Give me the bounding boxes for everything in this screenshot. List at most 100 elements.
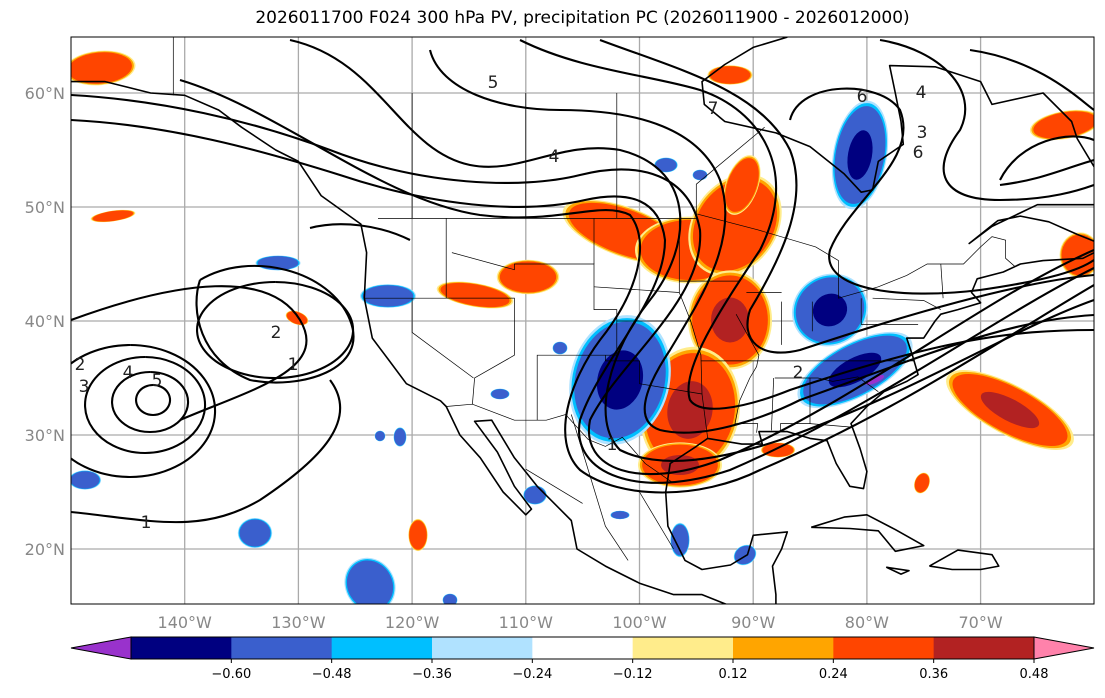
colorbar-extend-max bbox=[1033, 636, 1095, 660]
colorbar-tick-label: −0.60 bbox=[211, 667, 251, 682]
positive-precip-anomaly bbox=[688, 173, 782, 277]
colorbar-segment bbox=[331, 637, 433, 659]
lat-tick-label: 60°N bbox=[25, 84, 65, 103]
political-border bbox=[860, 298, 919, 325]
political-border bbox=[378, 213, 1015, 299]
colorbar-segment bbox=[432, 637, 533, 659]
pv-contour-line bbox=[71, 93, 1094, 476]
pv-contour-line bbox=[84, 355, 207, 454]
contour-label: 4 bbox=[916, 83, 927, 103]
pv-contour-line bbox=[71, 118, 1094, 484]
contour-label: 4 bbox=[549, 147, 560, 167]
political-border bbox=[639, 491, 674, 550]
negative-precip-anomaly bbox=[733, 544, 757, 566]
negative-precip-anomaly bbox=[490, 388, 510, 400]
political-border bbox=[525, 468, 583, 504]
axis-labels: 140°W 130°W 120°W 110°W 100°W 90°W 80°W 70°W 60°… bbox=[25, 84, 1003, 632]
positive-precip-anomaly bbox=[408, 518, 428, 552]
political-border bbox=[695, 126, 765, 219]
contour-label: 2 bbox=[793, 363, 804, 383]
contour-label: 1 bbox=[288, 355, 299, 375]
positive-precip-anomaly bbox=[90, 209, 136, 223]
positive-precip-anomaly bbox=[687, 270, 773, 370]
colorbar-segment bbox=[933, 637, 1035, 659]
positive-precip-anomaly bbox=[285, 310, 309, 326]
pv-contour-line bbox=[289, 38, 1094, 462]
political-border bbox=[872, 297, 941, 310]
precipitation-shading bbox=[71, 50, 1094, 604]
colorbar-tick-label: 0.12 bbox=[719, 667, 748, 682]
pv-contour-line bbox=[969, 48, 1094, 111]
gridlines bbox=[71, 37, 1094, 604]
coastline bbox=[885, 566, 910, 575]
coastline bbox=[810, 514, 925, 553]
negative-precip-anomaly bbox=[654, 157, 678, 173]
political-border bbox=[446, 403, 672, 482]
political-border bbox=[734, 314, 760, 433]
negative-precip-anomaly bbox=[442, 593, 458, 604]
negative-precip-anomaly bbox=[71, 470, 102, 490]
positive-precip-anomaly bbox=[436, 281, 514, 309]
pv-contour-line bbox=[71, 379, 342, 524]
colorbar-tick-label: −0.48 bbox=[312, 667, 352, 682]
colorbar-frame bbox=[130, 636, 1035, 660]
chart-title: 2026011700 F024 300 hPa PV, precipitatio… bbox=[255, 8, 910, 28]
colorbar-segment bbox=[632, 637, 734, 659]
coastline bbox=[968, 203, 1094, 245]
colorbar-segment bbox=[733, 637, 834, 659]
pv-contour-line bbox=[788, 87, 1094, 295]
contour-label: 5 bbox=[152, 371, 163, 391]
negative-precip-anomaly bbox=[393, 427, 407, 447]
contour-label: 5 bbox=[488, 73, 499, 93]
colorbar-tick-label: −0.24 bbox=[512, 667, 552, 682]
pv-contour-line bbox=[179, 78, 1094, 494]
negative-precip-anomaly bbox=[344, 557, 396, 604]
political-border bbox=[809, 423, 850, 428]
negative-precip-anomaly bbox=[831, 100, 889, 210]
lon-tick-label: 120°W bbox=[385, 613, 440, 632]
colorbar-tick-label: 0.24 bbox=[819, 667, 848, 682]
colorbar: −0.60 −0.48 −0.36 −0.24 −0.12 0.12 0.24 0.36 0.4… bbox=[70, 636, 1095, 682]
contour-label: 7 bbox=[708, 99, 719, 119]
positive-precip-anomaly bbox=[496, 259, 560, 295]
political-border bbox=[451, 252, 618, 421]
lon-tick-label: 70°W bbox=[959, 613, 1003, 632]
negative-precip-anomaly bbox=[374, 430, 386, 442]
political-border bbox=[774, 376, 879, 392]
political-border bbox=[445, 218, 515, 405]
lat-tick-label: 30°N bbox=[25, 426, 65, 445]
lon-tick-label: 100°W bbox=[612, 613, 667, 632]
political-border bbox=[593, 286, 680, 293]
coastline bbox=[664, 251, 1094, 604]
negative-precip-anomaly bbox=[670, 522, 690, 558]
lon-tick-label: 110°W bbox=[499, 613, 554, 632]
pv-contour-line bbox=[111, 370, 190, 433]
lat-tick-label: 50°N bbox=[25, 198, 65, 217]
pv-contour-line bbox=[999, 135, 1094, 181]
positive-precip-anomaly bbox=[723, 155, 761, 215]
positive-precip-anomaly bbox=[760, 442, 796, 458]
pv-contour-line bbox=[195, 265, 355, 384]
lat-tick-label: 40°N bbox=[25, 312, 65, 331]
lon-tick-label: 80°W bbox=[845, 613, 889, 632]
negative-precip-anomaly bbox=[610, 510, 630, 520]
contour-label: 2 bbox=[75, 355, 86, 375]
contour-label: 6 bbox=[857, 87, 868, 107]
negative-precip-anomaly bbox=[791, 273, 869, 347]
pv-contour-line bbox=[999, 158, 1094, 187]
colorbar-segment bbox=[231, 637, 333, 659]
extreme-negative-anomaly bbox=[865, 374, 885, 386]
pv-contour-line bbox=[879, 38, 1094, 202]
contour-label: 1 bbox=[141, 513, 152, 533]
coastline bbox=[71, 80, 728, 604]
lon-tick-label: 130°W bbox=[271, 613, 326, 632]
pv-contours bbox=[71, 38, 1094, 524]
colorbar-segment bbox=[131, 637, 232, 659]
negative-precip-anomaly bbox=[552, 341, 568, 355]
pv-contour-line bbox=[519, 39, 1094, 410]
lon-tick-label: 90°W bbox=[731, 613, 775, 632]
pv-contour-line bbox=[71, 343, 217, 479]
